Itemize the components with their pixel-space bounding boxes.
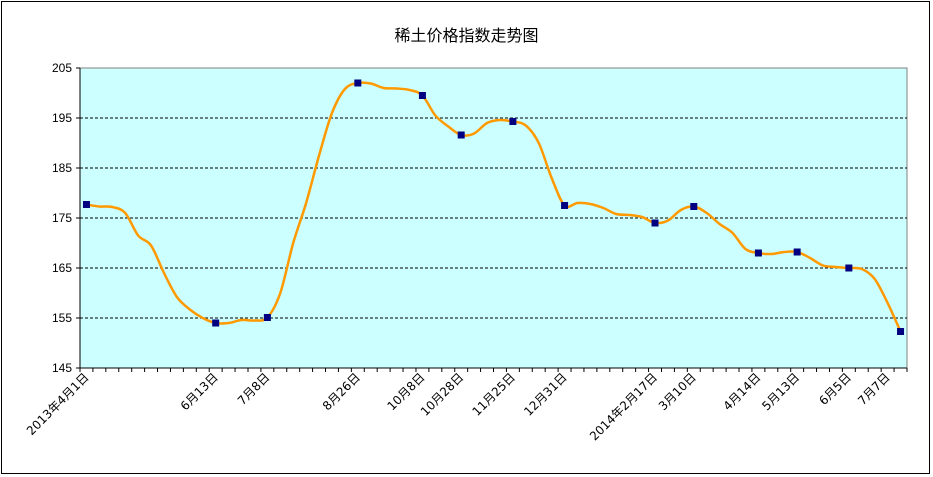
chart-title: 稀土价格指数走势图 <box>394 26 539 45</box>
series-line <box>86 81 902 333</box>
data-point-marker <box>793 248 801 256</box>
data-point-marker <box>845 264 853 272</box>
data-point-marker <box>418 92 426 99</box>
data-point-marker <box>690 203 698 210</box>
data-point-marker <box>651 219 659 227</box>
x-tick-label: 8月26日 <box>320 370 363 413</box>
x-tick-label: 3月10日 <box>656 370 699 413</box>
y-tick-label: 185 <box>52 161 72 175</box>
y-tick-label: 145 <box>52 361 72 375</box>
price-index-series <box>82 79 905 335</box>
x-tick-label: 10月28日 <box>418 370 466 418</box>
data-point-marker <box>754 249 762 257</box>
y-tick-label: 195 <box>52 111 72 125</box>
data-point-marker <box>82 201 90 208</box>
data-point-marker <box>263 314 271 321</box>
data-point-marker <box>354 79 362 87</box>
x-tick-label: 11月25日 <box>470 370 518 418</box>
grid-lines <box>80 117 907 319</box>
data-point-marker <box>561 202 569 209</box>
x-tick-label: 12月31日 <box>521 370 569 418</box>
data-point-marker <box>212 319 220 327</box>
x-tick-label: 6月13日 <box>178 370 221 413</box>
y-tick-label: 175 <box>52 211 72 225</box>
x-tick-label: 4月14日 <box>720 370 763 413</box>
x-tick-label: 2013年4月1日 <box>24 370 92 438</box>
data-point-marker <box>509 118 517 125</box>
data-point-marker <box>897 328 905 335</box>
x-tick-label: 6月5日 <box>816 370 854 408</box>
y-tick-label: 205 <box>52 61 72 75</box>
y-axis: 145 155 165 175 185 195 205 <box>52 61 81 375</box>
x-tick-label: 5月13日 <box>759 370 802 413</box>
x-tick-label: 7月7日 <box>855 370 893 408</box>
x-tick-label: 2014年2月17日 <box>587 370 660 443</box>
y-tick-label: 165 <box>52 261 72 275</box>
y-tick-label: 155 <box>52 311 72 325</box>
data-point-marker <box>457 131 465 139</box>
x-tick-label: 7月8日 <box>235 370 273 408</box>
